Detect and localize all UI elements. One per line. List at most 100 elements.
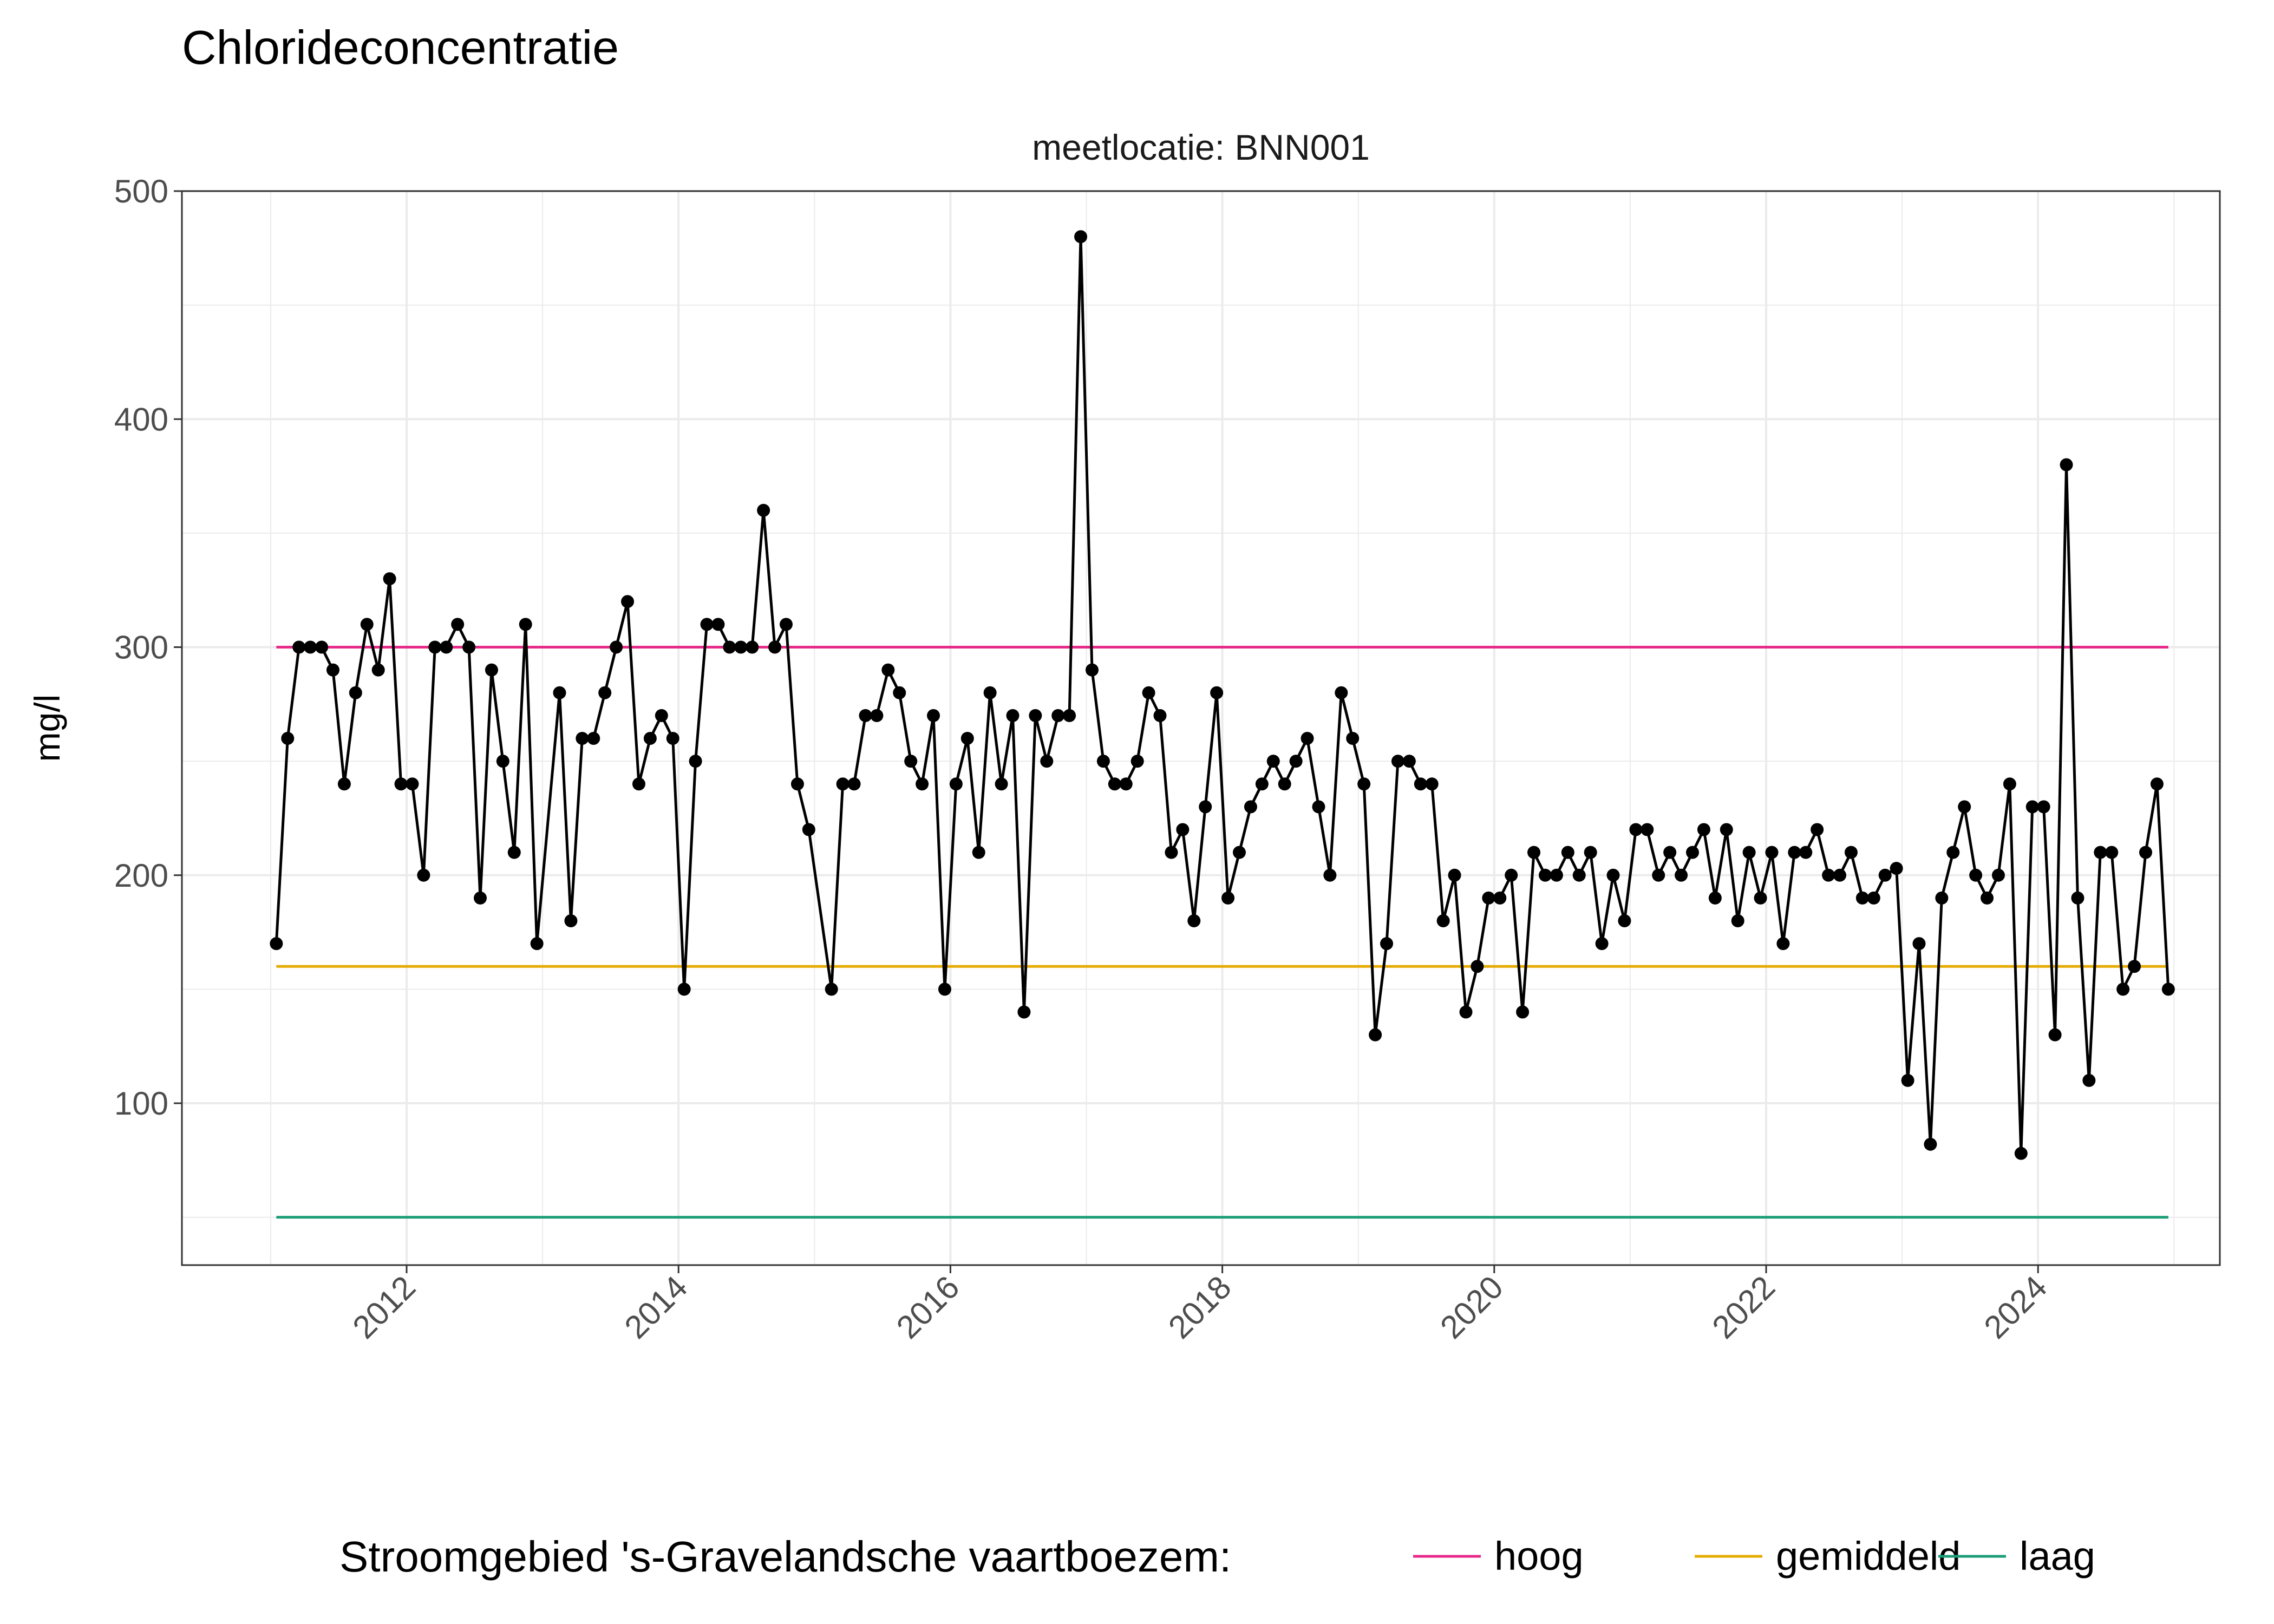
data-point [1108, 777, 1121, 791]
data-point [621, 595, 635, 608]
data-point [530, 937, 544, 951]
data-point [2150, 777, 2164, 791]
data-point [1901, 1073, 1914, 1087]
legend-label-hoog: hoog [1494, 1534, 1584, 1579]
data-point [1063, 709, 1076, 722]
legend-label-laag: laag [2020, 1534, 2095, 1579]
data-point [1742, 846, 1756, 859]
data-point [2003, 777, 2016, 791]
data-point [598, 686, 612, 699]
x-tick-label: 2020 [1433, 1269, 1510, 1346]
data-point [802, 823, 815, 836]
data-point [1221, 891, 1235, 905]
data-point [304, 640, 317, 654]
data-point [1811, 823, 1824, 836]
data-point [1493, 891, 1507, 905]
data-point [1572, 868, 1586, 882]
data-point [1312, 800, 1325, 814]
data-point [1471, 960, 1484, 973]
data-point [462, 640, 476, 654]
data-point [1436, 914, 1450, 927]
plot-panel-border [181, 190, 2221, 1266]
x-tick-label: 2024 [1977, 1269, 2054, 1346]
series-line [275, 237, 2170, 1154]
data-point [1357, 777, 1371, 791]
data-point [1255, 777, 1269, 791]
data-point [428, 640, 442, 654]
data-point [1833, 868, 1847, 882]
data-point [610, 640, 623, 654]
data-point [881, 663, 895, 677]
data-point [643, 732, 657, 745]
data-point [519, 618, 532, 631]
data-point [2128, 960, 2141, 973]
data-point [1085, 663, 1099, 677]
data-point [949, 777, 963, 791]
data-point [1040, 755, 1054, 768]
data-point [451, 618, 465, 631]
data-point [1119, 777, 1133, 791]
data-point [1867, 891, 1880, 905]
x-tick-label: 2016 [890, 1269, 966, 1346]
data-point [1595, 937, 1609, 951]
y-axis: 100 200 300 400 500 [114, 173, 182, 1122]
reference-lines [276, 646, 2168, 1219]
data-point [1946, 846, 1960, 859]
data-point [836, 777, 850, 791]
data-point [1505, 868, 1518, 882]
data-point [1244, 800, 1257, 814]
data-point [1006, 709, 1020, 722]
data-point [825, 983, 838, 996]
data-point [859, 709, 872, 722]
legend-label-gemiddeld: gemiddeld [1776, 1534, 1961, 1579]
y-tick-label: 200 [114, 857, 168, 894]
data-point [1527, 846, 1541, 859]
data-point [1017, 1005, 1031, 1019]
data-point [632, 777, 645, 791]
legend: Stroomgebied 's-Gravelandsche vaartboeze… [339, 1533, 2095, 1581]
data-point [1335, 686, 1348, 699]
data-point [790, 777, 804, 791]
data-point [768, 640, 782, 654]
data-point [1187, 914, 1201, 927]
data-point [474, 891, 487, 905]
data-point [972, 846, 985, 859]
data-point [2105, 846, 2119, 859]
data-point [1074, 230, 1088, 244]
data-point [2060, 458, 2073, 472]
data-point [1924, 1137, 1937, 1151]
data-point [2116, 983, 2130, 996]
data-point [1029, 709, 1042, 722]
data-point [1301, 732, 1314, 745]
data-point [1142, 686, 1155, 699]
data-point [1663, 846, 1677, 859]
data-point [360, 618, 374, 631]
data-point [1981, 891, 1994, 905]
y-tick-label: 400 [114, 401, 168, 437]
data-point [666, 732, 679, 745]
data-point [1776, 937, 1790, 951]
data-point [1958, 800, 1971, 814]
y-tick-label: 300 [114, 630, 168, 666]
data-point [1629, 823, 1643, 836]
data-point [1323, 868, 1337, 882]
data-point [1550, 868, 1563, 882]
data-point [1538, 868, 1552, 882]
data-point [1165, 846, 1178, 859]
legend-title: Stroomgebied 's-Gravelandsche vaartboeze… [339, 1533, 1231, 1581]
series [270, 230, 2175, 1160]
x-axis: 2012 2014 2016 2018 2020 2022 2024 [345, 1265, 2054, 1346]
data-point [1697, 823, 1710, 836]
data-point [1641, 823, 1654, 836]
data-point [281, 732, 295, 745]
data-point [326, 663, 339, 677]
data-point [927, 709, 940, 722]
data-point [1278, 777, 1291, 791]
data-point [960, 732, 974, 745]
data-point [1289, 755, 1303, 768]
data-point [2025, 800, 2039, 814]
data-point [1720, 823, 1733, 836]
data-point [1153, 709, 1167, 722]
data-point [496, 755, 509, 768]
